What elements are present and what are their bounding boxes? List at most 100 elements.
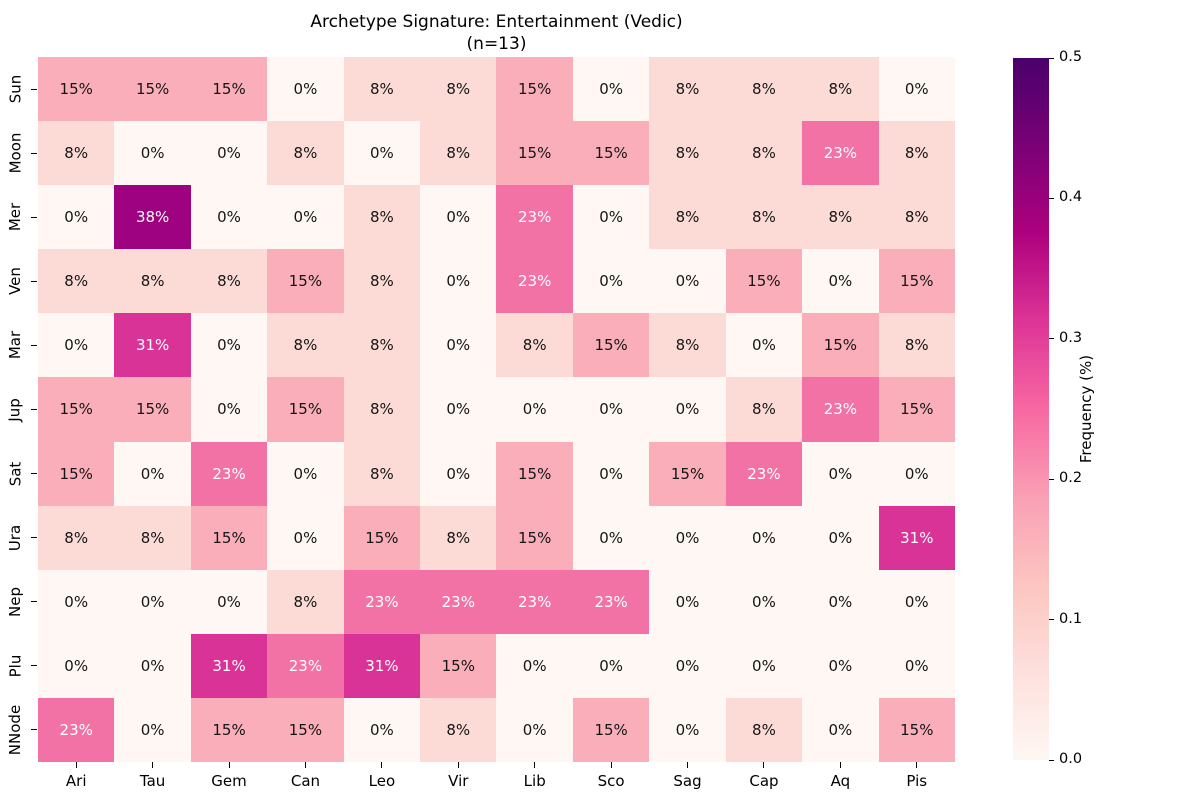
colorbar-tick-mark <box>1049 619 1054 621</box>
heatmap-cell: 0% <box>725 505 803 570</box>
heatmap-cell: 0% <box>572 377 650 442</box>
heatmap-cell: 15% <box>420 633 497 698</box>
heatmap-cell: 15% <box>496 121 573 186</box>
heatmap-cell: 0% <box>649 569 726 634</box>
heatmap-cell: 0% <box>38 185 115 250</box>
heatmap-cell: 15% <box>267 377 344 442</box>
heatmap-cell: 15% <box>572 697 650 762</box>
heatmap-cell: 23% <box>420 569 497 634</box>
heatmap-cell: 15% <box>572 121 650 186</box>
heatmap-cell: 0% <box>420 249 497 314</box>
heatmap-cell: 8% <box>114 249 191 314</box>
heatmap-cell: 0% <box>572 441 650 506</box>
heatmap-cell: 31% <box>190 633 268 698</box>
y-tick-mark <box>31 537 37 539</box>
heatmap-cell: 23% <box>38 697 115 762</box>
colorbar-tick-label: 0.2 <box>1059 470 1083 487</box>
heatmap-cell: 8% <box>420 505 497 570</box>
y-axis-label: NNode <box>6 704 24 756</box>
heatmap-cell: 15% <box>878 377 955 442</box>
heatmap-cell: 0% <box>190 377 268 442</box>
heatmap-cell: 0% <box>802 441 879 506</box>
x-axis-label: Leo <box>368 772 396 790</box>
heatmap-cell: 0% <box>267 57 344 122</box>
colorbar-axis-label-box: Frequency (%) <box>1074 269 1098 549</box>
heatmap-cell: 15% <box>725 249 803 314</box>
heatmap-cell: 0% <box>572 57 650 122</box>
heatmap-cell: 8% <box>725 185 803 250</box>
colorbar-tick-label: 0.4 <box>1059 189 1083 206</box>
heatmap-cell: 8% <box>649 121 726 186</box>
x-tick-mark <box>534 762 536 768</box>
x-axis-label: Can <box>290 772 321 790</box>
heatmap-cell: 8% <box>725 121 803 186</box>
heatmap-cell: 0% <box>420 441 497 506</box>
heatmap-cell: 0% <box>38 569 115 634</box>
heatmap-cell: 0% <box>572 185 650 250</box>
y-tick-mark <box>31 88 37 90</box>
colorbar-tick-label: 0.3 <box>1059 329 1083 346</box>
heatmap-cell: 0% <box>343 121 421 186</box>
heatmap-cell: 0% <box>649 377 726 442</box>
heatmap-cell: 0% <box>114 121 191 186</box>
heatmap-cell: 0% <box>267 505 344 570</box>
heatmap-cell: 15% <box>649 441 726 506</box>
heatmap-cell: 0% <box>802 569 879 634</box>
x-axis-label: Aq <box>830 772 851 790</box>
heatmap-cell: 8% <box>343 57 421 122</box>
x-tick-mark <box>763 762 765 768</box>
x-axis-label: Sag <box>673 772 702 790</box>
heatmap-cell: 8% <box>38 249 115 314</box>
colorbar-tick-mark <box>1049 478 1054 480</box>
heatmap-cell: 23% <box>496 569 573 634</box>
heatmap-cell: 0% <box>114 441 191 506</box>
heatmap-cell: 0% <box>420 377 497 442</box>
heatmap-cell: 15% <box>114 377 191 442</box>
heatmap-cell: 0% <box>649 505 726 570</box>
heatmap-cell: 15% <box>267 249 344 314</box>
heatmap-cell: 0% <box>572 505 650 570</box>
x-axis-label: Cap <box>749 772 779 790</box>
heatmap-cell: 0% <box>38 313 115 378</box>
heatmap-cell: 31% <box>878 505 955 570</box>
heatmap-cell: 8% <box>114 505 191 570</box>
heatmap-cell: 8% <box>343 441 421 506</box>
heatmap-cell: 8% <box>649 313 726 378</box>
heatmap-cell: 8% <box>190 249 268 314</box>
heatmap-cell: 0% <box>649 697 726 762</box>
heatmap-cell: 8% <box>725 57 803 122</box>
heatmap-cell: 23% <box>343 569 421 634</box>
y-tick-mark <box>31 216 37 218</box>
colorbar <box>1013 58 1049 760</box>
x-tick-mark <box>687 762 689 768</box>
y-tick-mark <box>31 409 37 410</box>
x-axis-label: Gem <box>211 772 247 790</box>
y-tick-mark <box>31 665 37 667</box>
heatmap-cell: 15% <box>343 505 421 570</box>
heatmap-cell: 15% <box>878 249 955 314</box>
heatmap-cell: 0% <box>725 569 803 634</box>
x-tick-mark <box>228 762 230 768</box>
heatmap-cell: 31% <box>114 313 191 378</box>
x-axis-label: Vir <box>448 772 469 790</box>
y-tick-mark <box>31 601 37 603</box>
heatmap-cell: 15% <box>496 505 573 570</box>
heatmap-cell: 23% <box>496 249 573 314</box>
heatmap-cell: 0% <box>190 569 268 634</box>
heatmap-cell: 8% <box>725 377 803 442</box>
heatmap-cell: 0% <box>725 633 803 698</box>
heatmap-cell: 8% <box>267 121 344 186</box>
colorbar-tick-label: 0.5 <box>1059 49 1083 65</box>
heatmap-cell: 8% <box>802 185 879 250</box>
heatmap-cell: 8% <box>38 505 115 570</box>
heatmap-cell: 8% <box>725 697 803 762</box>
heatmap-cell: 23% <box>802 377 879 442</box>
heatmap-cell: 8% <box>343 249 421 314</box>
heatmap-cell: 0% <box>649 633 726 698</box>
heatmap-cell: 15% <box>802 313 879 378</box>
heatmap-cell: 0% <box>420 185 497 250</box>
heatmap-cell: 0% <box>190 313 268 378</box>
heatmap-cell: 0% <box>878 569 955 634</box>
heatmap-cell: 8% <box>878 121 955 186</box>
